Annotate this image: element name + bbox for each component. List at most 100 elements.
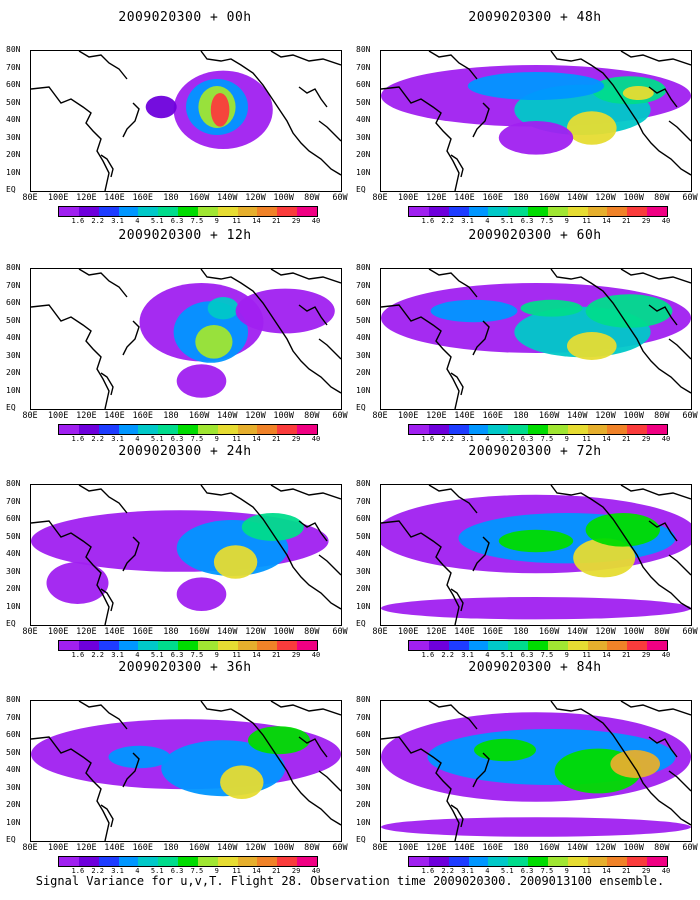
colorbar-swatch [138, 857, 159, 866]
colorbar-label: 6.3 [170, 217, 184, 225]
heatmap-plot [380, 700, 692, 842]
y-tick-label: 20N [6, 584, 21, 593]
colorbar-swatch [277, 207, 298, 216]
colorbar-label: 11 [232, 651, 241, 659]
x-tick-label: 60W [332, 193, 348, 203]
coastline [550, 701, 691, 826]
colorbar-label: 21 [622, 651, 631, 659]
x-tick-label: 120E [76, 843, 97, 853]
coastline [200, 701, 341, 826]
colorbar-label: 4 [485, 651, 490, 659]
y-tick-label: 50N [6, 97, 21, 107]
colorbar-swatch [118, 641, 139, 650]
y-tick-label: EQ [356, 403, 366, 412]
colorbar-swatch [217, 641, 238, 650]
panel-36h: 2009020300 + 36h 80N 70N 60N 50N 40N 30N 20N 10… [6, 660, 360, 875]
colorbar-label: 40 [661, 435, 671, 443]
x-tick-label: 100E [47, 193, 69, 203]
x-tick-label: 120W [245, 627, 266, 637]
coastline [270, 701, 341, 716]
heatmap-contour [195, 325, 233, 359]
heatmap-plot [30, 484, 342, 626]
y-tick-label: 10N [356, 385, 371, 395]
colorbar-label: 11 [582, 217, 591, 225]
colorbar-swatch [98, 425, 119, 434]
coastline [270, 269, 341, 284]
y-tick-label: 20N [356, 800, 371, 809]
colorbar-label: 11 [582, 867, 591, 875]
heatmap-contour [585, 513, 660, 547]
heatmap-contour [176, 577, 227, 611]
x-tick-label: 60W [682, 193, 698, 203]
colorbar-swatch [59, 425, 79, 434]
x-tick-label: 60W [332, 843, 348, 853]
heatmap-contour [573, 538, 636, 578]
coastline [381, 736, 460, 841]
x-tick-label: 80E [372, 843, 388, 853]
colorbar-label: 5.1 [150, 217, 164, 225]
coastline [648, 86, 678, 108]
colorbar [58, 424, 318, 435]
colorbar-label: 5.1 [150, 435, 164, 443]
y-tick-label: 50N [356, 315, 371, 325]
y-tick-label: EQ [356, 185, 366, 194]
y-tick-label: 60N [6, 80, 21, 89]
panel-48h: 2009020300 + 48h 80N 70N 60N 50N 40N 30N 20N 10… [356, 10, 700, 225]
y-tick-label: 30N [356, 132, 371, 142]
colorbar-label: 6.3 [170, 867, 184, 875]
x-tick-label: 60W [332, 627, 348, 637]
coastline [122, 536, 140, 572]
y-tick-label: 70N [6, 280, 21, 290]
colorbar-label: 21 [272, 217, 281, 225]
y-tick-label: 30N [356, 350, 371, 360]
colorbar-label: 14 [602, 435, 611, 443]
x-tick-label: 120E [76, 411, 97, 421]
panel-title: 2009020300 + 48h [468, 10, 602, 25]
colorbar-swatch [237, 857, 258, 866]
coastline [648, 304, 678, 326]
colorbar-swatch [59, 857, 79, 866]
heatmap-contour [585, 294, 673, 328]
coastline [100, 154, 114, 178]
heatmap-plot [30, 50, 342, 192]
y-tick-label: 30N [6, 566, 21, 576]
colorbar-label: 9 [564, 217, 569, 225]
coastline [100, 372, 114, 396]
heatmap-contour [108, 745, 171, 769]
x-tick-label: 140W [567, 411, 588, 421]
colorbar-swatch [197, 641, 218, 650]
colorbar-label: 2.2 [441, 651, 455, 659]
x-tick-label: 80E [372, 193, 388, 203]
colorbar-swatch [257, 857, 278, 866]
panel-24h: 2009020300 + 24h 80N 70N 60N 50N 40N 30N 20N 10… [6, 444, 360, 659]
colorbar-label: 9 [564, 435, 569, 443]
colorbar-swatch [118, 425, 139, 434]
colorbar-label: 6.3 [520, 867, 534, 875]
coastline [450, 372, 464, 396]
colorbar-swatch [587, 207, 608, 216]
colorbar-swatch [178, 641, 198, 650]
heatmap-contour [381, 817, 691, 837]
heatmap-contour [520, 299, 583, 317]
heatmap-svg [381, 701, 691, 841]
colorbar-label: 1.6 [71, 217, 85, 225]
colorbar-swatch [627, 641, 648, 650]
x-tick-label: 160W [188, 411, 210, 421]
y-tick-label: 10N [6, 817, 21, 827]
x-tick-label: 160E [132, 193, 153, 203]
heatmap-plot [380, 484, 692, 626]
x-tick-label: 140E [104, 627, 125, 637]
coastline [31, 736, 110, 841]
coastline [620, 51, 691, 66]
heatmap-contour [498, 121, 574, 155]
x-tick-label: 160E [482, 193, 503, 203]
y-tick-label: 50N [6, 315, 21, 325]
panel-12h: 2009020300 + 12h 80N 70N 60N 50N 40N 30N 20N 10… [6, 228, 360, 443]
coastline [270, 485, 341, 500]
x-tick-label: 180 [513, 193, 529, 203]
colorbar [408, 206, 668, 217]
colorbar-label: 5.1 [500, 435, 514, 443]
colorbar-label: 14 [252, 217, 261, 225]
x-tick-label: 120W [595, 627, 616, 637]
coastline [200, 51, 341, 176]
